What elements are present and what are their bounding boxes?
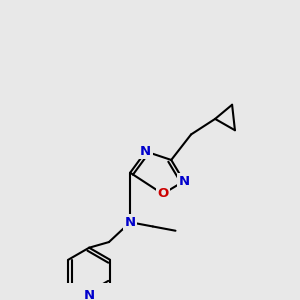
Text: N: N — [178, 175, 190, 188]
Text: O: O — [157, 188, 168, 200]
Text: N: N — [84, 289, 95, 300]
Text: N: N — [140, 145, 151, 158]
Text: N: N — [124, 216, 136, 229]
